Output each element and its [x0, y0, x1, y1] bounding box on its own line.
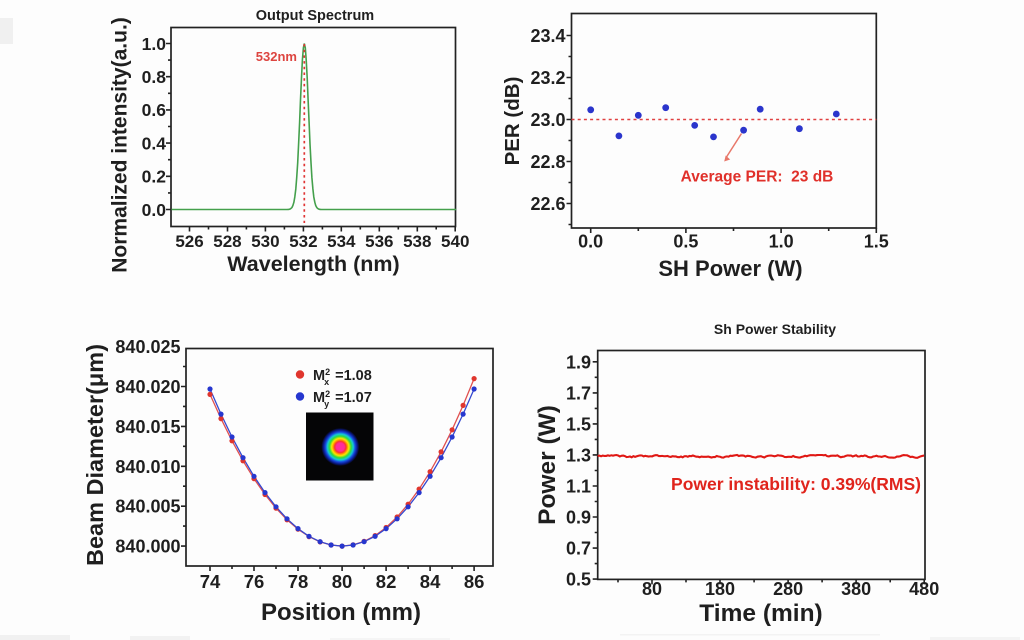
svg-text:Power (W): Power (W)	[534, 405, 561, 525]
svg-text:840.000: 840.000	[115, 537, 180, 557]
svg-text:0.8: 0.8	[142, 67, 167, 87]
svg-text:M2y=1.07: M2 y =1.07	[313, 389, 372, 409]
svg-text:1.9: 1.9	[566, 352, 591, 372]
svg-text:Time (min): Time (min)	[699, 600, 822, 627]
svg-text:74: 74	[200, 571, 221, 592]
svg-text:0.5: 0.5	[566, 570, 591, 590]
svg-text:540: 540	[441, 232, 469, 251]
svg-text:PER (dB): PER (dB)	[501, 77, 524, 166]
svg-text:1.7: 1.7	[566, 383, 591, 403]
svg-text:22.6: 22.6	[530, 194, 565, 214]
svg-text:840.015: 840.015	[115, 417, 180, 437]
svg-text:526: 526	[175, 232, 203, 251]
svg-text:0.2: 0.2	[142, 167, 167, 187]
svg-text:SH Power (W): SH Power (W)	[658, 256, 802, 281]
svg-text:534: 534	[327, 232, 356, 251]
svg-text:1.0: 1.0	[142, 34, 167, 54]
svg-text:M2x=1.08: M2 x =1.08	[313, 367, 372, 387]
svg-text:840.010: 840.010	[115, 457, 180, 477]
svg-text:1.5: 1.5	[864, 232, 889, 252]
svg-text:532nm: 532nm	[256, 49, 297, 64]
svg-text:Output Spectrum: Output Spectrum	[256, 8, 374, 24]
svg-text:536: 536	[365, 232, 393, 251]
svg-text:86: 86	[464, 571, 485, 592]
svg-text:0.4: 0.4	[142, 133, 167, 153]
svg-text:78: 78	[288, 571, 309, 592]
svg-text:Sh Power Stability: Sh Power Stability	[714, 321, 836, 337]
svg-text:0.0: 0.0	[142, 200, 167, 220]
svg-text:0.9: 0.9	[566, 508, 591, 528]
svg-text:76: 76	[244, 571, 265, 592]
svg-text:1.0: 1.0	[769, 232, 794, 252]
svg-text:0.6: 0.6	[142, 100, 167, 120]
svg-text:1.1: 1.1	[566, 476, 591, 496]
svg-text:840.005: 840.005	[115, 497, 180, 517]
svg-text:Position (mm): Position (mm)	[261, 599, 421, 626]
svg-text:82: 82	[376, 571, 397, 592]
svg-text:1.3: 1.3	[566, 445, 591, 465]
svg-text:84: 84	[420, 571, 441, 592]
svg-text:Normalized intensity(a.u.): Normalized intensity(a.u.)	[109, 17, 132, 273]
svg-text:380: 380	[841, 579, 871, 599]
svg-text:0.7: 0.7	[566, 539, 591, 559]
svg-text:280: 280	[773, 579, 803, 599]
svg-text:530: 530	[251, 232, 279, 251]
svg-text:0.0: 0.0	[578, 232, 603, 252]
svg-text:Average PER: 23 dB: Average PER: 23 dB	[681, 169, 834, 186]
svg-text:23.0: 23.0	[530, 110, 565, 130]
svg-text:840.025: 840.025	[115, 337, 180, 357]
svg-text:538: 538	[403, 232, 431, 251]
svg-text:532: 532	[289, 232, 317, 251]
svg-text:Wavelength (nm): Wavelength (nm)	[227, 252, 399, 276]
svg-text:23.4: 23.4	[530, 26, 565, 46]
svg-text:840.020: 840.020	[115, 377, 180, 397]
svg-text:1.5: 1.5	[566, 414, 591, 434]
svg-text:Beam Diameter(μm): Beam Diameter(μm)	[82, 344, 108, 566]
svg-text:180: 180	[705, 579, 735, 599]
svg-text:80: 80	[332, 571, 353, 592]
svg-text:Power instability: 0.39%(RMS): Power instability: 0.39%(RMS)	[671, 474, 921, 494]
svg-text:528: 528	[213, 232, 241, 251]
svg-text:80: 80	[642, 579, 662, 599]
svg-text:23.2: 23.2	[530, 68, 565, 88]
svg-text:0.5: 0.5	[673, 232, 698, 252]
svg-text:480: 480	[909, 579, 939, 599]
svg-text:22.8: 22.8	[530, 152, 565, 172]
